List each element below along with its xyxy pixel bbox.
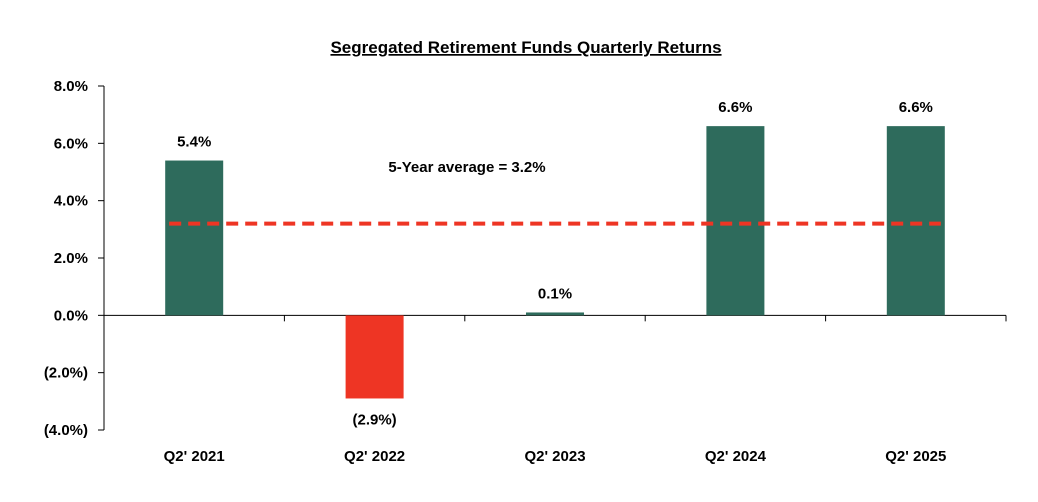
y-tick-label: 2.0%: [54, 250, 88, 267]
y-tick-label: (2.0%): [44, 365, 88, 382]
bars: [165, 126, 945, 399]
x-axis: Q2' 2021 Q2' 2022 Q2' 2023 Q2' 2024 Q2' 2025: [103, 314, 1007, 465]
bar-3: [526, 312, 584, 316]
data-label-5: 6.6%: [899, 99, 933, 116]
y-tick-label: 6.0%: [54, 135, 88, 152]
data-label-4: 6.6%: [718, 99, 752, 116]
bar-2: [345, 315, 404, 399]
bar-4: [706, 126, 765, 316]
x-tick-label: Q2' 2022: [344, 448, 405, 465]
x-tick-label: Q2' 2021: [164, 448, 225, 465]
x-tick-label: Q2' 2025: [885, 448, 946, 465]
y-tick-label: 8.0%: [54, 78, 88, 95]
bar-1: [165, 160, 224, 316]
y-axis: 8.0% 6.0% 4.0% 2.0% 0.0% (2.0%) (4.0%): [44, 78, 105, 439]
chart-title: Segregated Retirement Funds Quarterly Re…: [330, 38, 721, 57]
data-label-2: (2.9%): [353, 411, 397, 428]
bar-5: [886, 126, 945, 316]
average-line-group: 5-Year average = 3.2%: [169, 159, 941, 226]
data-label-1: 5.4%: [177, 134, 211, 151]
y-tick-label: 0.0%: [54, 307, 88, 324]
x-tick-label: Q2' 2023: [524, 448, 585, 465]
data-label-3: 0.1%: [538, 285, 572, 302]
data-labels: 5.4% (2.9%) 0.1% 6.6% 6.6%: [177, 99, 933, 428]
y-tick-label: 4.0%: [54, 193, 88, 210]
y-tick-label: (4.0%): [44, 422, 88, 439]
x-tick-label: Q2' 2024: [705, 448, 767, 465]
average-label: 5-Year average = 3.2%: [388, 159, 545, 176]
